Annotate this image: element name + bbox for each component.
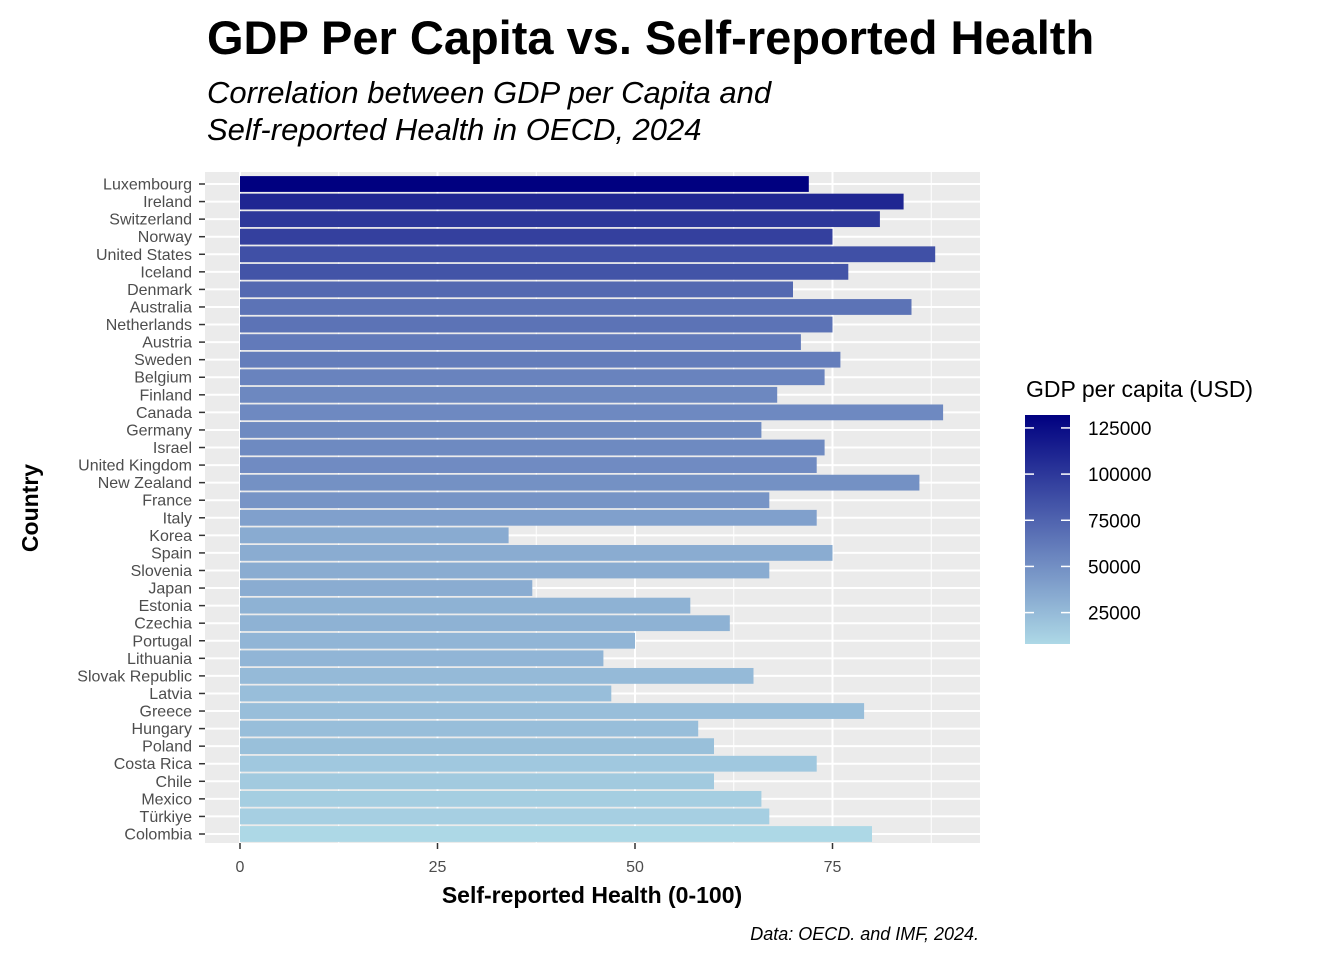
y-tick-label: Estonia: [139, 598, 192, 615]
bar-mexico: [240, 790, 762, 807]
bar-austria: [240, 334, 801, 351]
legend-tick-label: 75000: [1088, 511, 1141, 532]
chart-subtitle-line-2: Self-reported Health in OECD, 2024: [207, 112, 702, 147]
x-tick-label: 0: [236, 859, 245, 876]
x-axis-title: Self-reported Health (0-100): [442, 882, 742, 908]
y-tick-label: Chile: [156, 774, 193, 791]
y-tick-label: United Kingdom: [78, 458, 192, 475]
legend-tick-label: 25000: [1088, 604, 1141, 625]
bar-estonia: [240, 597, 691, 614]
x-tick-label: 75: [824, 859, 842, 876]
bar-costa-rica: [240, 755, 817, 772]
legend-title: GDP per capita (USD): [1026, 376, 1253, 402]
y-tick-label: Portugal: [132, 633, 192, 650]
legend-tick-label: 100000: [1088, 465, 1151, 486]
y-tick-label: Denmark: [127, 282, 193, 299]
bar-switzerland: [240, 211, 880, 228]
x-tick-label: 25: [429, 859, 447, 876]
y-tick-label: Germany: [126, 422, 192, 439]
y-tick-label: Czechia: [134, 616, 192, 633]
y-tick-label: Colombia: [124, 827, 192, 844]
legend-tick-label: 125000: [1088, 419, 1151, 440]
bar-spain: [240, 545, 833, 561]
y-tick-label: Hungary: [132, 721, 192, 738]
y-axis-title: Country: [17, 464, 43, 552]
y-tick-label: Netherlands: [106, 317, 192, 334]
x-axis: 0 25 50 75: [236, 843, 842, 876]
y-tick-label: Japan: [148, 581, 192, 598]
bar-japan: [240, 580, 533, 596]
y-tick-label: Türkiye: [140, 809, 193, 826]
bar-finland: [240, 386, 778, 403]
y-tick-label: Slovak Republic: [77, 668, 192, 685]
bar-ireland: [240, 193, 904, 210]
x-tick-label: 50: [626, 859, 644, 876]
bar-sweden: [240, 351, 841, 368]
bar-belgium: [240, 369, 825, 386]
chart-subtitle-line-1: Correlation between GDP per Capita and: [207, 75, 773, 110]
y-tick-label: Canada: [136, 405, 192, 422]
y-tick-label: Iceland: [140, 264, 192, 281]
bar-poland: [240, 738, 714, 755]
y-tick-label: Luxembourg: [103, 177, 192, 194]
bar-portugal: [240, 632, 635, 649]
bar-iceland: [240, 263, 849, 280]
y-tick-label: Finland: [140, 387, 192, 404]
bar-hungary: [240, 720, 699, 737]
bar-slovenia: [240, 562, 770, 579]
bar-lithuania: [240, 650, 604, 667]
bar-slovak-republic: [240, 667, 754, 684]
y-tick-label: Spain: [151, 545, 192, 562]
y-tick-label: Israel: [153, 440, 192, 457]
bar-italy: [240, 509, 817, 526]
bar-new-zealand: [240, 474, 920, 491]
bar-t-rkiye: [240, 808, 770, 825]
y-tick-label: Belgium: [134, 370, 192, 387]
legend-ticks: 125000 100000 75000 50000 25000: [1025, 419, 1151, 625]
y-tick-label: United States: [96, 247, 192, 264]
bar-luxembourg: [240, 176, 809, 192]
bar-germany: [240, 422, 762, 438]
y-tick-label: Australia: [130, 299, 192, 316]
y-tick-label: Slovenia: [131, 563, 192, 580]
bar-canada: [240, 404, 944, 421]
bar-united-states: [240, 246, 936, 263]
bar-australia: [240, 299, 912, 315]
y-tick-label: Poland: [142, 739, 192, 756]
bar-norway: [240, 228, 833, 245]
y-tick-label: Italy: [163, 510, 192, 527]
y-tick-label: Greece: [140, 704, 193, 721]
y-tick-label: Switzerland: [109, 212, 192, 229]
y-tick-label: Ireland: [143, 194, 192, 211]
bar-chile: [240, 773, 714, 790]
bar-korea: [240, 527, 509, 544]
bar-france: [240, 492, 770, 509]
y-tick-label: Norway: [138, 229, 192, 246]
chart-title: GDP Per Capita vs. Self-reported Health: [207, 11, 1094, 64]
bar-latvia: [240, 685, 612, 702]
legend-tick-label: 50000: [1088, 557, 1141, 578]
bar-united-kingdom: [240, 457, 817, 473]
y-tick-label: Mexico: [141, 791, 192, 808]
bar-czechia: [240, 615, 730, 632]
y-tick-label: France: [142, 493, 192, 510]
chart-caption: Data: OECD. and IMF, 2024.: [750, 924, 979, 944]
legend-colorbar: [1025, 415, 1070, 644]
y-tick-label: Korea: [149, 528, 192, 545]
bar-israel: [240, 439, 825, 456]
bars: [240, 176, 944, 842]
y-tick-label: Latvia: [149, 686, 192, 703]
bar-netherlands: [240, 316, 833, 333]
y-tick-label: Costa Rica: [114, 756, 192, 773]
y-axis: LuxembourgIrelandSwitzerlandNorwayUnited…: [77, 177, 205, 844]
bar-greece: [240, 703, 865, 719]
y-tick-label: Austria: [142, 335, 192, 352]
bar-colombia: [240, 826, 872, 842]
bar-denmark: [240, 281, 793, 298]
y-tick-label: Sweden: [134, 352, 192, 369]
y-tick-label: Lithuania: [127, 651, 192, 668]
y-tick-label: New Zealand: [98, 475, 192, 492]
